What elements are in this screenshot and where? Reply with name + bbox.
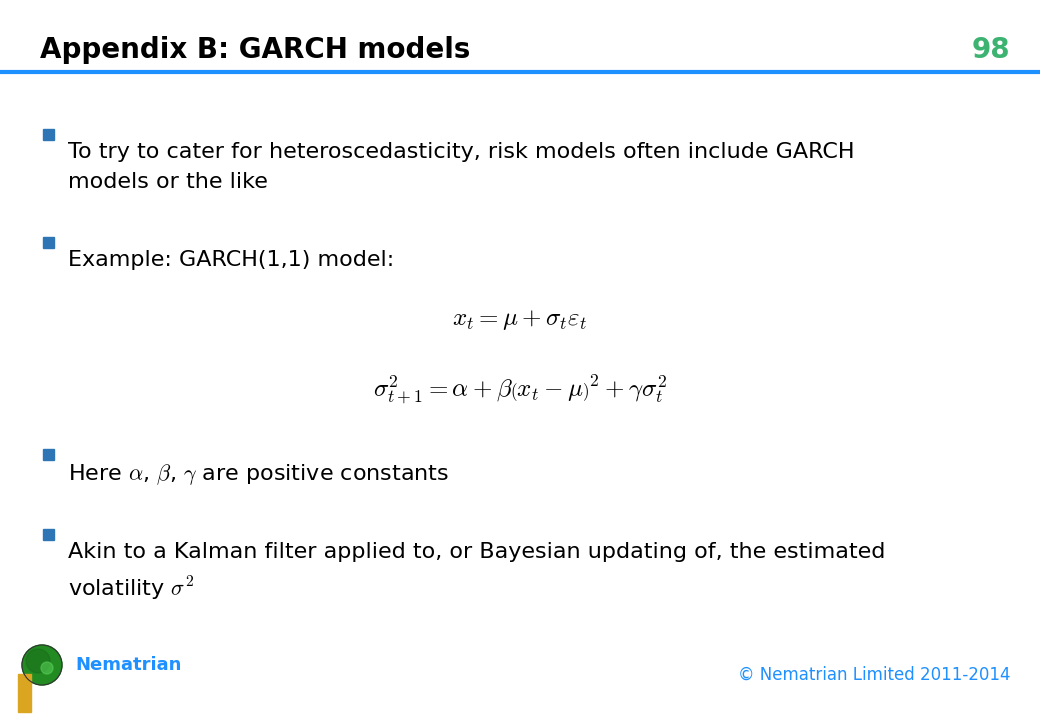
Text: Akin to a Kalman filter applied to, or Bayesian updating of, the estimated
volat: Akin to a Kalman filter applied to, or B… (68, 542, 885, 603)
Text: Appendix B: GARCH models: Appendix B: GARCH models (40, 36, 470, 64)
Bar (18, 674, 31, 712)
Bar (43, 236, 53, 248)
Circle shape (22, 645, 62, 685)
Bar (43, 528, 53, 539)
Text: © Nematrian Limited 2011-2014: © Nematrian Limited 2011-2014 (737, 666, 1010, 684)
Text: 98: 98 (971, 36, 1010, 64)
Bar (43, 449, 53, 459)
Text: $\sigma^2_{t+1} = \alpha + \beta\left(x_t - \mu\right)^2 + \gamma\sigma^2_t$: $\sigma^2_{t+1} = \alpha + \beta\left(x_… (373, 373, 667, 407)
Text: Here $\alpha$, $\beta$, $\gamma$ are positive constants: Here $\alpha$, $\beta$, $\gamma$ are pos… (68, 462, 449, 487)
Text: Nematrian: Nematrian (75, 656, 181, 674)
Text: $x_t = \mu + \sigma_t\varepsilon_t$: $x_t = \mu + \sigma_t\varepsilon_t$ (452, 308, 588, 332)
Bar (43, 128, 53, 140)
Text: To try to cater for heteroscedasticity, risk models often include GARCH
models o: To try to cater for heteroscedasticity, … (68, 142, 855, 192)
Circle shape (41, 662, 53, 674)
Text: Example: GARCH(1,1) model:: Example: GARCH(1,1) model: (68, 250, 394, 270)
Circle shape (26, 649, 50, 673)
